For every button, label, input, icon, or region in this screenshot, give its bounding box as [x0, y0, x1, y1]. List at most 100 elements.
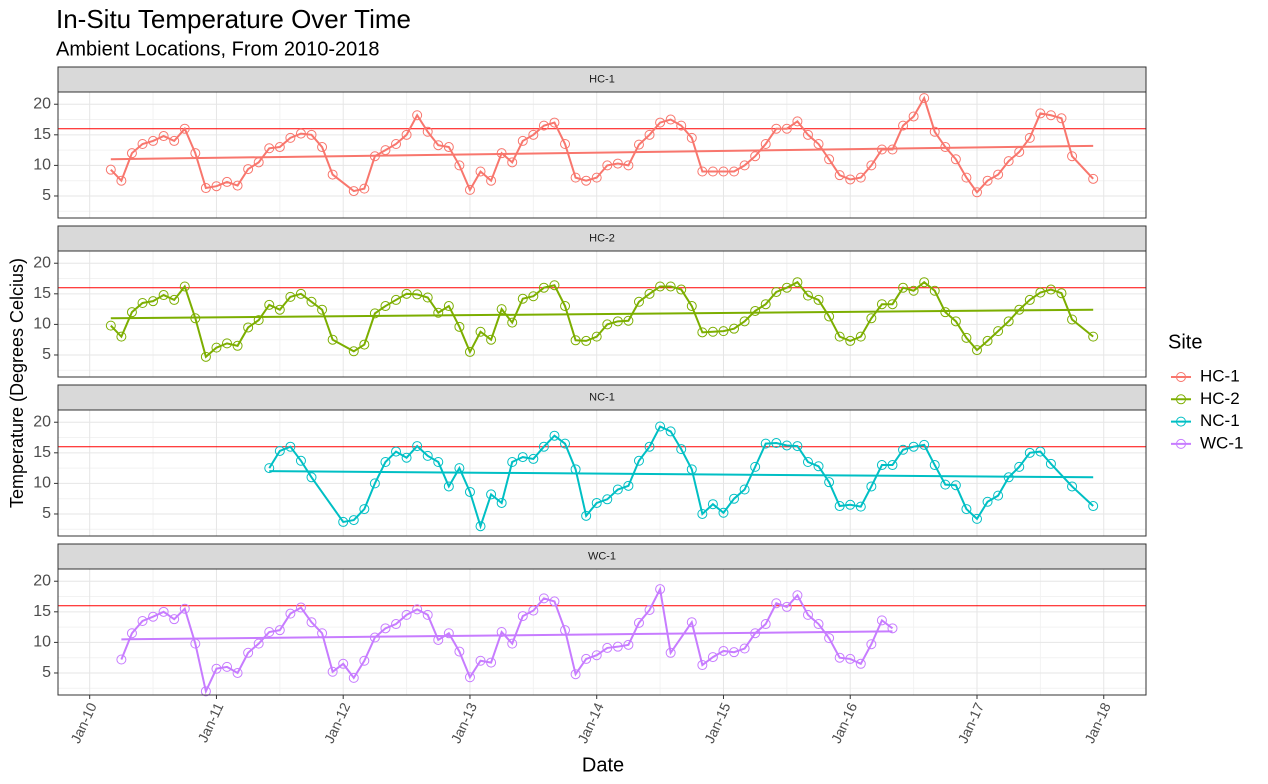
data-point: [845, 335, 856, 346]
data-point: [570, 172, 581, 183]
data-point: [359, 504, 370, 515]
data-point: [1003, 316, 1014, 327]
data-point: [306, 472, 317, 483]
data-point: [1045, 284, 1056, 295]
data-point: [866, 639, 877, 650]
data-point: [971, 187, 982, 198]
data-point: [961, 332, 972, 343]
data-point: [1035, 446, 1046, 457]
data-point: [760, 138, 771, 149]
data-point: [813, 619, 824, 630]
data-point: [908, 285, 919, 296]
data-point: [285, 132, 296, 143]
y-axis-label: Temperature (Degrees Celcius): [7, 258, 27, 508]
data-point: [781, 282, 792, 293]
data-point: [739, 643, 750, 654]
data-point: [1088, 501, 1099, 512]
data-point: [602, 160, 613, 171]
data-line: [110, 95, 1094, 194]
panel: [58, 569, 1146, 695]
data-point: [359, 339, 370, 350]
data-point: [232, 667, 243, 678]
data-point: [845, 499, 856, 510]
y-tick-label: 5: [42, 664, 51, 681]
data-point: [253, 315, 264, 326]
data-point: [433, 307, 444, 318]
data-point: [137, 138, 148, 149]
data-point: [116, 175, 127, 186]
data-point: [633, 139, 644, 150]
data-point: [802, 456, 813, 467]
y-tick-label: 15: [33, 126, 51, 143]
data-point: [993, 490, 1004, 501]
data-point: [486, 175, 497, 186]
data-point: [148, 611, 159, 622]
data-point: [517, 135, 528, 146]
data-point: [792, 441, 803, 452]
data-point: [486, 657, 497, 668]
y-tick-label: 5: [42, 346, 51, 363]
data-point: [655, 117, 666, 128]
data-point: [665, 114, 676, 125]
data-point: [274, 625, 285, 636]
data-point: [486, 489, 497, 500]
data-point: [126, 307, 137, 318]
data-point: [560, 138, 571, 149]
panel-border: [57, 568, 1147, 696]
data-point: [824, 477, 835, 488]
data-point: [982, 335, 993, 346]
y-tick-label: 20: [33, 572, 51, 589]
panel-border: [57, 409, 1147, 537]
data-point: [464, 486, 475, 497]
data-point: [348, 515, 359, 526]
data-point: [633, 296, 644, 307]
data-point: [496, 304, 507, 315]
data-point: [327, 666, 338, 677]
data-point: [200, 183, 211, 194]
data-point: [200, 351, 211, 362]
data-point: [950, 480, 961, 491]
legend-key-point: [1176, 416, 1186, 427]
data-point: [348, 346, 359, 357]
data-point: [211, 342, 222, 353]
data-point: [813, 461, 824, 472]
data-point: [655, 584, 666, 595]
data-point: [412, 289, 423, 300]
data-point: [644, 288, 655, 299]
data-point: [676, 284, 687, 295]
y-tick-label: 15: [33, 444, 51, 461]
data-point: [729, 166, 740, 177]
data-point: [697, 660, 708, 671]
data-point: [739, 160, 750, 171]
data-point: [750, 305, 761, 316]
data-point: [834, 170, 845, 181]
data-point: [581, 510, 592, 521]
data-point: [792, 116, 803, 127]
strip-label: HC-2: [589, 232, 615, 244]
data-point: [454, 160, 465, 171]
data-point: [443, 301, 454, 312]
strip: [57, 543, 1147, 570]
data-point: [327, 334, 338, 345]
data-point: [222, 338, 233, 349]
data-point: [295, 288, 306, 299]
data-point: [1067, 481, 1078, 492]
data-point: [855, 331, 866, 342]
data-point: [243, 322, 254, 333]
data-point: [982, 175, 993, 186]
data-point: [486, 334, 497, 345]
data-point: [950, 154, 961, 165]
data-point: [211, 663, 222, 674]
data-point: [760, 438, 771, 449]
data-point: [528, 453, 539, 464]
data-point: [317, 142, 328, 153]
data-point: [623, 480, 634, 491]
data-point: [264, 463, 275, 474]
data-point: [391, 138, 402, 149]
data-point: [602, 642, 613, 653]
data-point: [507, 456, 518, 467]
data-point: [940, 479, 951, 490]
data-point: [750, 151, 761, 162]
